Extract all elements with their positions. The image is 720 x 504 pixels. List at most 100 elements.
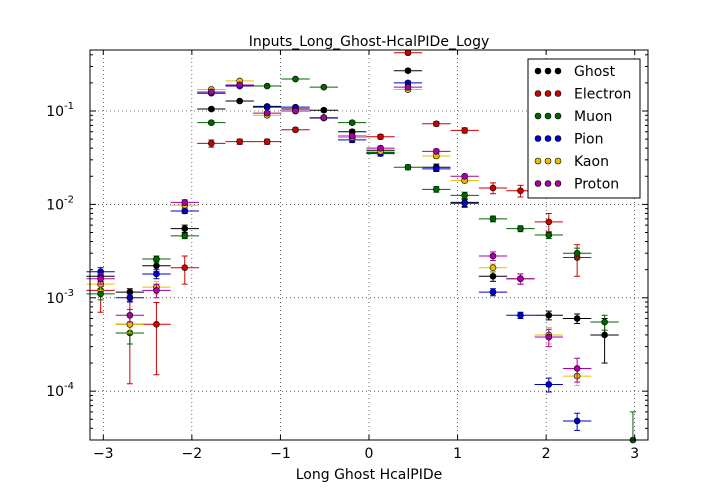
data-point [517, 311, 524, 319]
legend-marker [534, 90, 542, 97]
legend-marker [534, 157, 542, 165]
data-point [181, 264, 189, 271]
data-point [153, 255, 160, 263]
legend-label: Muon [574, 109, 612, 125]
data-point [97, 290, 104, 298]
data-point [208, 88, 215, 96]
legend-marker [554, 67, 562, 75]
x-tick-label: −3 [93, 446, 114, 462]
data-point [181, 225, 189, 232]
data-point [461, 172, 468, 180]
data-point [320, 83, 328, 91]
axis-ticks: −3 −2 −1 0 1 2 310-410-310-210-1 [46, 50, 648, 462]
legend-frame [527, 58, 641, 199]
x-tick-label: 0 [365, 446, 374, 462]
data-point [461, 192, 468, 199]
data-point [489, 272, 497, 280]
legend-marker [534, 135, 542, 142]
legend-label: Proton [574, 177, 619, 193]
data-point [348, 119, 356, 126]
data-point [263, 103, 271, 111]
y-tick-label: 10-3 [46, 288, 74, 307]
x-tick-label: 2 [542, 446, 551, 462]
y-tick-exponent: -1 [64, 101, 74, 112]
data-point [181, 207, 189, 215]
data-point [348, 132, 356, 140]
data-point [208, 105, 215, 113]
data-point [433, 186, 440, 193]
legend-marker [554, 135, 562, 142]
data-point [263, 109, 271, 117]
data-point [153, 321, 160, 328]
data-point [545, 218, 553, 226]
data-point [236, 81, 243, 89]
x-tick-label: 3 [630, 446, 639, 462]
series-proton [86, 81, 592, 383]
y-tick-label: 10-4 [46, 381, 74, 400]
data-point [404, 83, 412, 91]
data-point [601, 331, 608, 339]
data-point [263, 82, 271, 90]
data-point [292, 107, 299, 115]
data-point [320, 114, 328, 121]
data-point [377, 144, 384, 152]
x-tick-label: −1 [270, 446, 291, 462]
data-point [545, 381, 553, 388]
legend-marker [534, 67, 542, 75]
data-point [404, 163, 412, 171]
data-point [433, 148, 440, 155]
legend-marker [554, 157, 562, 165]
legend: Ghost Electron Muon Pion Kaon Proton [527, 58, 641, 199]
data-point [545, 311, 553, 319]
data-point [433, 120, 440, 128]
data-point [208, 140, 215, 147]
data-point [126, 311, 134, 319]
data-point [461, 199, 468, 207]
legend-marker [554, 112, 562, 120]
data-series [86, 49, 648, 444]
x-axis-label: Long Ghost HcalPIDe [296, 467, 443, 483]
data-point [404, 67, 412, 75]
data-point [601, 318, 608, 326]
x-tick-label: 1 [453, 446, 462, 462]
y-tick-base: 10 [46, 197, 64, 213]
data-point [517, 225, 524, 232]
y-tick-exponent: -4 [64, 381, 74, 392]
data-point [489, 252, 497, 260]
y-tick-label: 10-1 [46, 101, 74, 120]
data-point [236, 138, 243, 145]
data-point [489, 184, 497, 192]
data-point [153, 262, 160, 270]
data-point [377, 133, 384, 141]
data-point [208, 119, 215, 126]
data-point [153, 270, 160, 278]
data-point [461, 127, 468, 134]
y-tick-label: 10-2 [46, 194, 74, 213]
data-point [97, 275, 104, 283]
data-point [489, 288, 497, 296]
data-point [573, 249, 581, 257]
legend-marker [554, 90, 562, 97]
legend-label: Pion [574, 132, 603, 148]
y-tick-exponent: -3 [64, 288, 74, 299]
legend-marker [534, 180, 542, 187]
legend-marker [544, 90, 552, 97]
y-tick-base: 10 [46, 104, 64, 120]
y-tick-base: 10 [46, 384, 64, 400]
legend-marker [534, 112, 542, 120]
data-point [292, 75, 299, 83]
legend-marker [544, 67, 552, 75]
legend-label: Ghost [574, 64, 616, 80]
legend-label: Kaon [574, 154, 609, 170]
data-point [181, 199, 189, 206]
data-point [489, 215, 497, 223]
data-point [433, 165, 440, 173]
y-tick-exponent: -2 [64, 194, 74, 205]
chart-title: Inputs_Long_Ghost-HcalPIDe_Logy [249, 34, 490, 50]
legend-label: Electron [574, 87, 631, 103]
data-point [181, 232, 189, 240]
data-point [545, 333, 553, 341]
y-tick-base: 10 [46, 291, 64, 307]
data-point [126, 294, 134, 302]
